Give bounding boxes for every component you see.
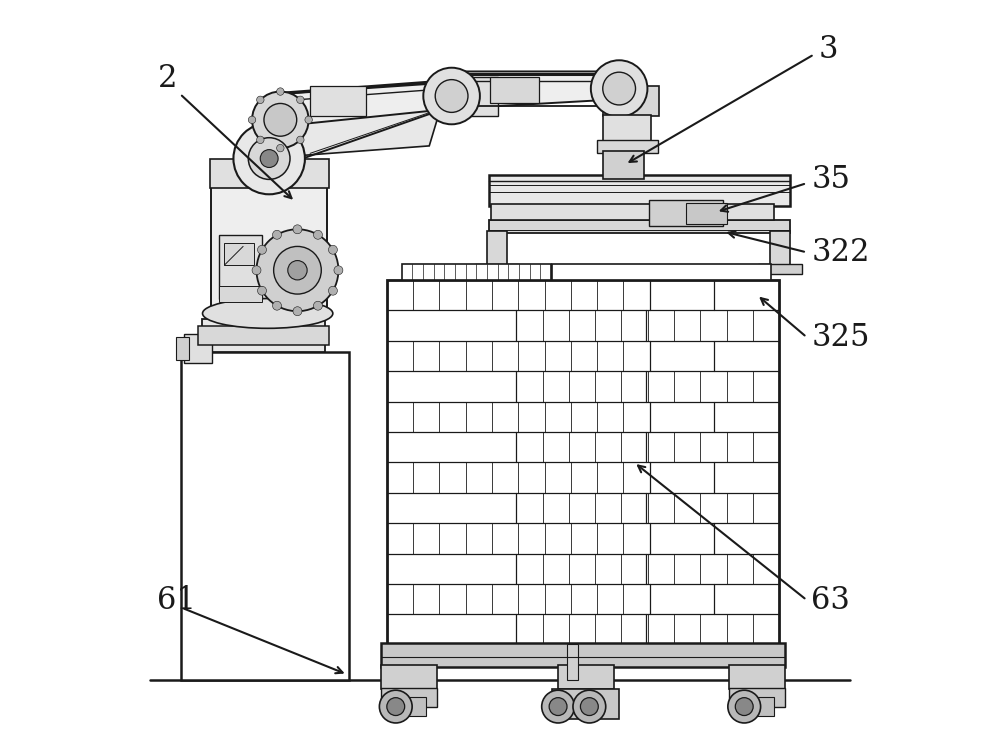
Text: 63: 63: [811, 585, 850, 615]
Circle shape: [252, 92, 309, 148]
Circle shape: [288, 260, 307, 280]
Circle shape: [273, 301, 281, 310]
Bar: [211, 186, 327, 317]
Circle shape: [233, 123, 305, 194]
Bar: [729, 665, 785, 689]
Bar: [224, 242, 254, 265]
Bar: [770, 231, 790, 266]
Circle shape: [264, 104, 297, 137]
Bar: [597, 140, 658, 154]
Circle shape: [387, 698, 405, 715]
Bar: [387, 280, 779, 645]
Circle shape: [379, 690, 412, 723]
Bar: [405, 697, 426, 715]
Bar: [567, 644, 578, 680]
Bar: [603, 151, 644, 179]
Polygon shape: [269, 83, 452, 161]
Text: 61: 61: [157, 585, 196, 615]
Bar: [603, 87, 659, 116]
Bar: [491, 204, 774, 220]
Bar: [402, 263, 551, 280]
Circle shape: [435, 80, 468, 113]
Bar: [219, 286, 262, 302]
Bar: [758, 264, 802, 274]
Bar: [176, 337, 189, 360]
Circle shape: [248, 116, 256, 124]
Circle shape: [573, 690, 606, 723]
Bar: [381, 688, 437, 706]
Circle shape: [603, 72, 636, 105]
Circle shape: [277, 88, 284, 95]
Bar: [603, 116, 651, 144]
Text: 3: 3: [819, 34, 838, 65]
Bar: [181, 352, 349, 680]
Circle shape: [293, 225, 302, 233]
Bar: [489, 219, 790, 233]
Bar: [558, 665, 614, 689]
Circle shape: [728, 690, 761, 723]
Circle shape: [260, 150, 278, 168]
Circle shape: [542, 690, 574, 723]
Circle shape: [257, 136, 264, 143]
Bar: [489, 175, 790, 206]
Bar: [219, 235, 262, 298]
Circle shape: [258, 286, 266, 295]
Circle shape: [258, 245, 266, 254]
Circle shape: [591, 60, 647, 117]
Circle shape: [274, 246, 321, 294]
Bar: [381, 665, 437, 689]
Circle shape: [297, 96, 304, 104]
Circle shape: [257, 229, 338, 311]
Circle shape: [549, 698, 567, 715]
Circle shape: [305, 116, 312, 124]
Text: 2: 2: [157, 63, 177, 95]
Bar: [686, 203, 727, 224]
Bar: [649, 199, 723, 225]
Circle shape: [735, 698, 753, 715]
Bar: [198, 326, 329, 345]
Ellipse shape: [203, 298, 333, 328]
Polygon shape: [280, 109, 440, 157]
Bar: [310, 87, 366, 116]
Circle shape: [423, 68, 480, 125]
Bar: [184, 333, 212, 363]
Text: 322: 322: [811, 237, 870, 268]
Circle shape: [252, 266, 261, 275]
Circle shape: [313, 231, 322, 239]
Bar: [487, 231, 507, 266]
Polygon shape: [452, 72, 623, 109]
Circle shape: [248, 138, 290, 179]
Circle shape: [328, 286, 337, 295]
Bar: [457, 78, 498, 116]
Circle shape: [273, 231, 281, 239]
Bar: [753, 697, 774, 715]
Circle shape: [580, 698, 598, 715]
Bar: [381, 643, 785, 667]
Bar: [475, 264, 519, 274]
Bar: [552, 263, 771, 280]
Circle shape: [277, 145, 284, 152]
Bar: [490, 78, 539, 104]
Circle shape: [293, 307, 302, 316]
Circle shape: [297, 136, 304, 143]
Bar: [210, 159, 329, 188]
Circle shape: [328, 245, 337, 254]
Text: 325: 325: [811, 322, 870, 353]
Circle shape: [313, 301, 322, 310]
Bar: [202, 319, 325, 352]
Text: 35: 35: [811, 164, 850, 195]
Bar: [729, 688, 785, 706]
Circle shape: [334, 266, 343, 275]
Circle shape: [257, 96, 264, 104]
Bar: [552, 689, 619, 719]
